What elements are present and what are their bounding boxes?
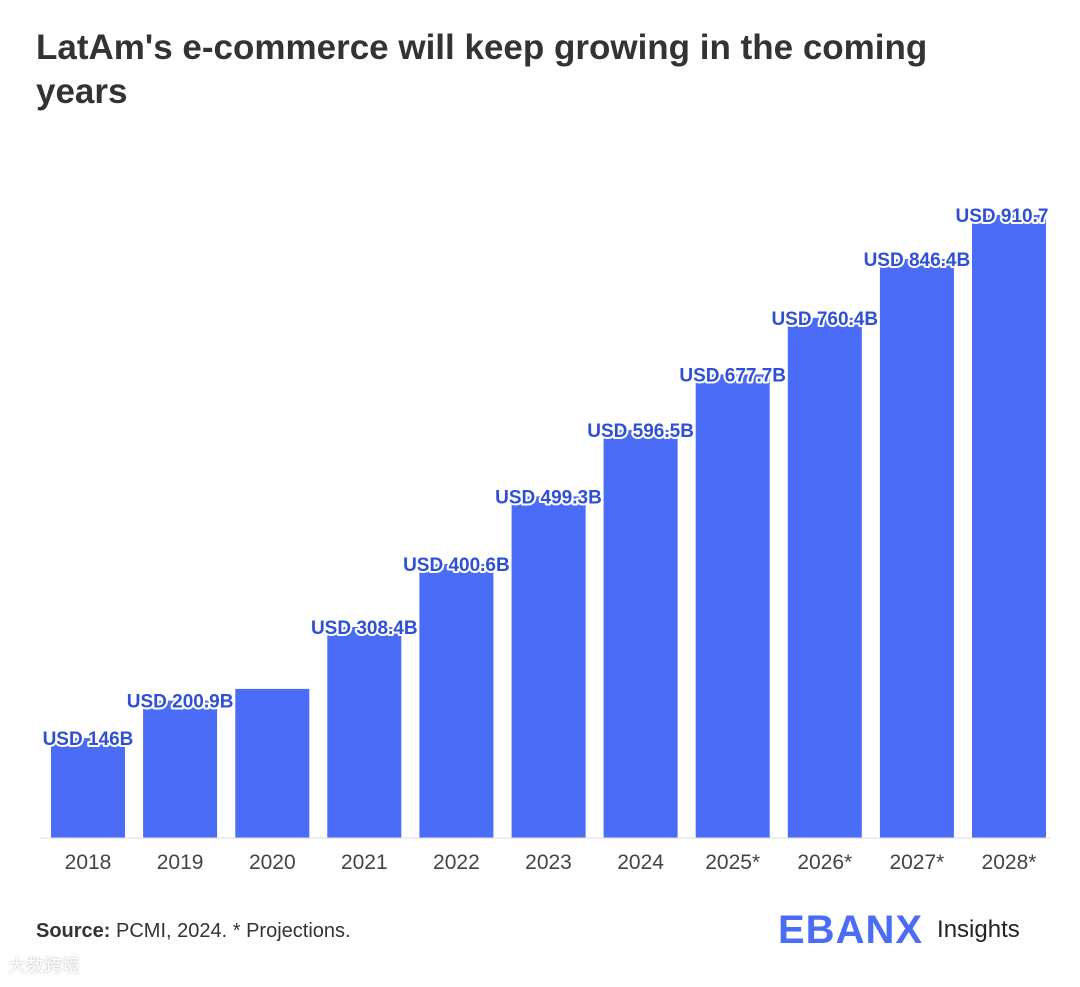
data-label: USD 846.4B (864, 250, 971, 271)
bar-2026 (787, 317, 862, 838)
bar-2018 (51, 738, 125, 838)
x-tick-label: 2026* (797, 851, 852, 874)
watermark: 大数跨境 (8, 956, 80, 976)
data-label: USD 760.4B (771, 309, 878, 330)
bars-group (51, 215, 1046, 838)
data-label: USD 499.3B (495, 487, 602, 508)
ebanx-logo: EBANX (778, 907, 924, 952)
bar-2024 (603, 429, 678, 838)
bar-2028 (972, 215, 1046, 838)
bar-2020 (235, 688, 310, 838)
x-tick-labels-group: 2018 2019 2020 2021 2022 2023 2024 2025* 2026* 20… (65, 851, 1037, 874)
data-labels-group: USD 146B USD 200.9B USD 308.4B USD 400.6B US… (41, 204, 1051, 752)
x-tick-label: 2022 (433, 851, 480, 874)
source-text: PCMI, 2024. * Projections. (110, 920, 351, 942)
data-label: USD 677.7B (679, 365, 786, 386)
bar-2021 (327, 627, 402, 838)
source-note: Source: PCMI, 2024. * Projections. (36, 920, 351, 943)
source-label: Source: (36, 920, 111, 942)
data-label: USD 308.4B (311, 618, 418, 639)
chart-title: LatAm's e-commerce will keep growing in … (36, 28, 928, 111)
x-tick-label: 2023 (525, 851, 572, 874)
data-label: USD 400.6B (403, 555, 510, 576)
bar-2022 (419, 564, 494, 838)
x-tick-label: 2024 (617, 851, 664, 874)
data-label: USD 910.7 (956, 206, 1049, 227)
data-label: USD 146B (43, 729, 134, 750)
brand-lockup: EBANX Insights (778, 905, 1020, 955)
x-tick-label: 2020 (249, 851, 296, 874)
bar-2027 (879, 259, 954, 838)
x-tick-label: 2027* (889, 851, 944, 874)
x-tick-label: 2028* (982, 851, 1037, 874)
bar-chart: USD 146B USD 200.9B USD 308.4B USD 400.6B US… (40, 204, 1051, 874)
x-tick-label: 2025* (705, 851, 760, 874)
x-tick-label: 2018 (65, 851, 112, 874)
data-label: USD 200.9B (127, 692, 234, 713)
bar-2025 (695, 374, 770, 838)
x-tick-label: 2021 (341, 851, 388, 874)
brand-insights-label: Insights (937, 916, 1020, 943)
bar-2019 (143, 700, 218, 838)
data-label: USD 596.5B (587, 421, 694, 442)
x-tick-label: 2019 (157, 851, 204, 874)
bar-2023 (511, 496, 586, 838)
